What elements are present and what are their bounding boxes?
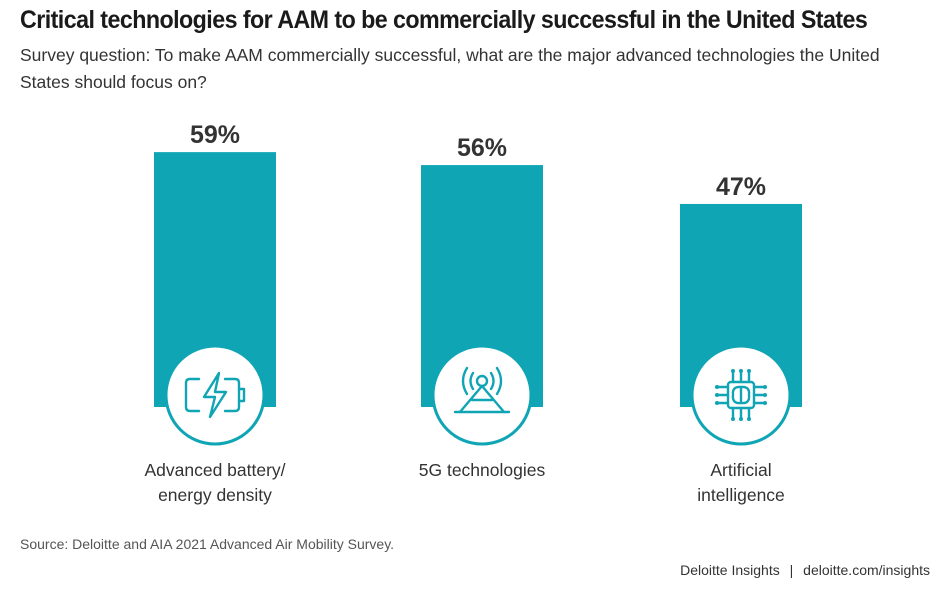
category-label-2: 5G technologies: [419, 460, 546, 480]
chart-subtitle: Survey question: To make AAM commerciall…: [20, 45, 880, 92]
credit-line: Deloitte Insights | deloitte.com/insight…: [680, 562, 930, 578]
credit-brand: Deloitte Insights: [680, 562, 780, 578]
credit-url: deloitte.com/insights: [803, 562, 930, 578]
ai-chip-icon: [715, 369, 767, 421]
5g-antenna-icon: [453, 366, 511, 414]
chart-title: Critical technologies for AAM to be comm…: [20, 6, 868, 34]
data-label-1: 59%: [190, 121, 240, 149]
icon-badge-2: [431, 344, 533, 446]
credit-separator: |: [789, 562, 794, 578]
bar-chart: 59% Advanced battery/energy density 56% 5G …: [144, 121, 802, 505]
source-note: Source: Deloitte and AIA 2021 Advanced A…: [20, 536, 395, 552]
category-label-1: Advanced battery/energy density: [144, 460, 285, 505]
icon-badge-1: [164, 344, 266, 446]
category-label-3: Artificial intelligence: [697, 460, 785, 505]
battery-charging-icon: [184, 371, 246, 419]
icon-badge-3: [690, 344, 792, 446]
data-label-3: 47%: [716, 173, 766, 201]
icon-badge-circle: [431, 344, 533, 446]
icon-badge-circle: [164, 344, 266, 446]
data-label-2: 56%: [457, 134, 507, 162]
